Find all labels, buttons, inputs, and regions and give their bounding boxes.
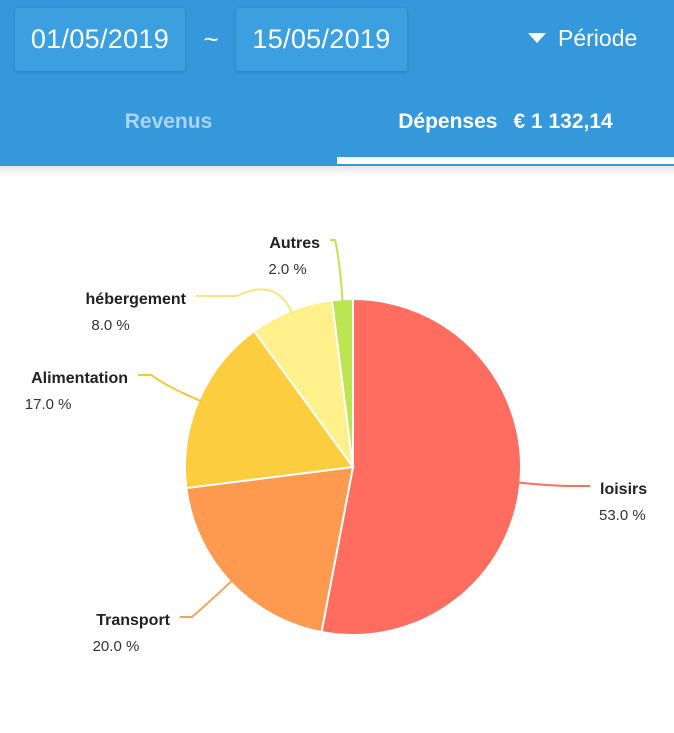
leader-line-loisirs [516,481,590,488]
period-dropdown[interactable]: Période [528,22,637,54]
expense-pie-chart: loisirs 53.0 % Transport 20.0 % Alimentation… [25,235,647,655]
app-header: 01/05/2019 ~ 15/05/2019 Période Revenus … [0,0,674,166]
slice-percent-alimentation: 17.0 % [25,396,72,413]
tab-revenus-label: Revenus [124,110,213,133]
slice-label-alimentation: Alimentation [31,370,128,387]
date-range-separator: ~ [203,24,219,54]
tab-depenses-label: Dépenses [398,110,498,133]
end-date-button[interactable]: 15/05/2019 [236,8,407,71]
period-label: Période [558,24,638,51]
tab-depenses[interactable]: Dépenses € 1 132,14 [337,96,674,148]
slice-label-autres: Autres [269,235,320,252]
slice-percent-autres: 2.0 % [268,261,306,278]
slice-percent-transport: 20.0 % [93,638,140,655]
slice-percent-loisirs: 53.0 % [599,507,646,524]
leader-line-transport [180,578,235,618]
tab-revenus[interactable]: Revenus [0,96,337,148]
slice-label-hébergement: hébergement [86,291,187,308]
leader-line-autres [330,239,344,304]
start-date-button[interactable]: 01/05/2019 [15,8,185,71]
selected-tab-indicator [337,157,674,164]
slice-label-transport: Transport [96,612,170,629]
slice-percent-hébergement: 8.0 % [91,317,129,334]
leader-line-alimentation [138,374,203,403]
pie-labels: loisirs 53.0 % Transport 20.0 % Alimentation… [25,235,647,655]
header-shadow [0,166,674,176]
slice-label-loisirs: loisirs [600,481,647,498]
pie-slices [183,297,522,636]
caret-down-icon [528,33,546,43]
tab-depenses-total: € 1 132,14 [513,110,613,133]
leader-line-hébergement [196,288,294,315]
